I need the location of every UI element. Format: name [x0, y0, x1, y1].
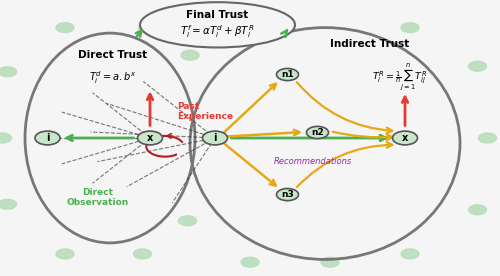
Circle shape	[321, 257, 339, 267]
Circle shape	[56, 23, 74, 33]
Text: Recommendations: Recommendations	[274, 157, 351, 166]
Circle shape	[181, 50, 199, 60]
Text: n1: n1	[281, 70, 294, 79]
Circle shape	[276, 68, 298, 81]
Text: $T_i^R = \frac{1}{n}\sum_{j=1}^{n} T_{ij}^R$: $T_i^R = \frac{1}{n}\sum_{j=1}^{n} T_{ij…	[372, 62, 428, 92]
Ellipse shape	[140, 2, 295, 47]
Circle shape	[276, 189, 298, 201]
Text: x: x	[402, 133, 408, 143]
Circle shape	[468, 205, 486, 215]
Circle shape	[478, 133, 496, 143]
Circle shape	[0, 199, 16, 209]
Circle shape	[56, 249, 74, 259]
Circle shape	[134, 249, 152, 259]
Text: x: x	[147, 133, 153, 143]
Circle shape	[306, 126, 328, 139]
Circle shape	[468, 61, 486, 71]
Circle shape	[0, 67, 16, 77]
Circle shape	[35, 131, 60, 145]
Circle shape	[138, 23, 156, 33]
Text: Direct
Observation: Direct Observation	[66, 188, 128, 207]
Text: i: i	[46, 133, 49, 143]
Text: n3: n3	[281, 190, 294, 199]
Circle shape	[401, 23, 419, 33]
Text: Direct Trust: Direct Trust	[78, 50, 147, 60]
Text: $T_i^d = a.b^x$: $T_i^d = a.b^x$	[89, 69, 136, 86]
Text: Final Trust: Final Trust	[186, 10, 248, 20]
Circle shape	[202, 131, 228, 145]
Text: i: i	[213, 133, 217, 143]
Circle shape	[0, 133, 12, 143]
Text: Indirect Trust: Indirect Trust	[330, 39, 409, 49]
Circle shape	[392, 131, 417, 145]
Circle shape	[401, 249, 419, 259]
Circle shape	[241, 257, 259, 267]
Text: Past
Experience: Past Experience	[178, 102, 234, 121]
Circle shape	[178, 216, 196, 226]
Text: $T_i^f = \alpha T_i^d + \beta T_i^R$: $T_i^f = \alpha T_i^d + \beta T_i^R$	[180, 23, 254, 40]
Circle shape	[138, 131, 162, 145]
Text: n2: n2	[311, 128, 324, 137]
